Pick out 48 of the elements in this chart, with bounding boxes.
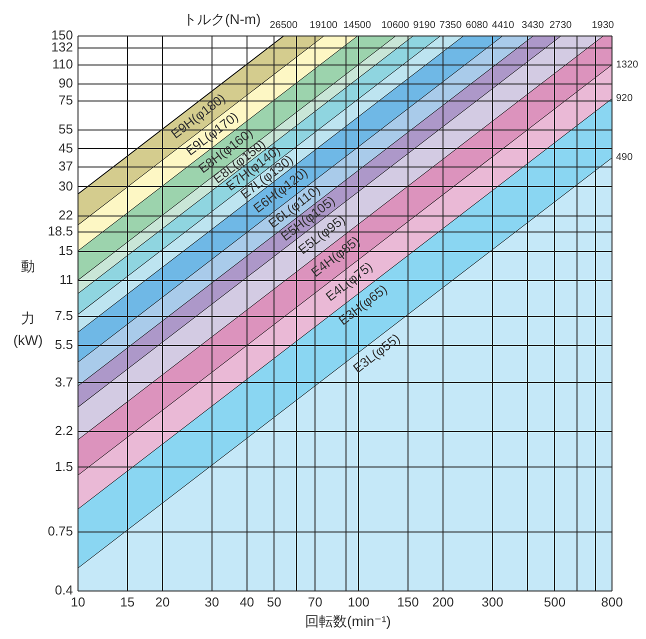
- x-tick-label: 40: [240, 594, 254, 610]
- y-tick-label: 110: [52, 56, 73, 72]
- annotation: 490: [616, 152, 634, 164]
- x-tick-label: 70: [308, 594, 322, 610]
- y-tick-label: 7.5: [54, 308, 73, 324]
- annotation: 1930: [592, 20, 614, 31]
- x-tick-label: 200: [432, 594, 454, 610]
- y-tick-label: 15: [58, 243, 73, 258]
- y-tick-label: 0.4: [54, 582, 73, 598]
- x-tick-label: 10: [70, 594, 86, 610]
- y-tick-label: 75: [58, 92, 73, 108]
- annotation: 2730: [549, 20, 572, 31]
- x-tick-label: 150: [397, 594, 419, 610]
- annotation: 920: [616, 93, 634, 104]
- annotation: 9190: [413, 20, 436, 31]
- annotation: 19100: [310, 20, 338, 31]
- y-tick-label: 55: [58, 122, 73, 137]
- x-tick-label: 50: [266, 594, 282, 610]
- y-tick-label: 22: [58, 207, 73, 222]
- annotation: 1320: [616, 59, 639, 70]
- annotation: 14500: [343, 20, 372, 31]
- y-tick-label: 1.5: [54, 458, 73, 474]
- x-tick-label: 100: [348, 594, 370, 610]
- annotation: 10600: [381, 20, 410, 31]
- y-tick-label: 2.2: [54, 422, 73, 438]
- x-tick-label: 30: [204, 594, 220, 610]
- x-tick-label: 20: [155, 594, 170, 610]
- annotation: 26500: [270, 20, 298, 31]
- annotation: 7350: [439, 20, 462, 31]
- annotation: 4410: [492, 20, 515, 31]
- x-tick-label: 300: [482, 594, 504, 610]
- x-axis-title: 回転数(min⁻¹): [304, 613, 392, 631]
- text: 動力(kW): [13, 258, 43, 348]
- x-tick-label: 500: [544, 594, 566, 610]
- annotation: 3430: [522, 20, 544, 31]
- y-tick-label: 5.5: [54, 337, 73, 352]
- y-tick-label: 45: [58, 140, 73, 156]
- x-tick-label: 800: [601, 594, 623, 610]
- y-tick-label: 30: [58, 178, 73, 194]
- y-tick-label: 90: [58, 75, 73, 90]
- y-tick-label: 0.75: [48, 524, 73, 539]
- x-tick-label: 15: [120, 594, 135, 610]
- y-tick-label: 3.7: [54, 374, 73, 390]
- annotation: 6080: [466, 20, 488, 31]
- y-tick-label: 11: [60, 272, 73, 288]
- y-tick-label: 18.5: [48, 224, 73, 239]
- y-tick-label: 37: [58, 158, 73, 174]
- text: トルク(N-m): [183, 11, 261, 29]
